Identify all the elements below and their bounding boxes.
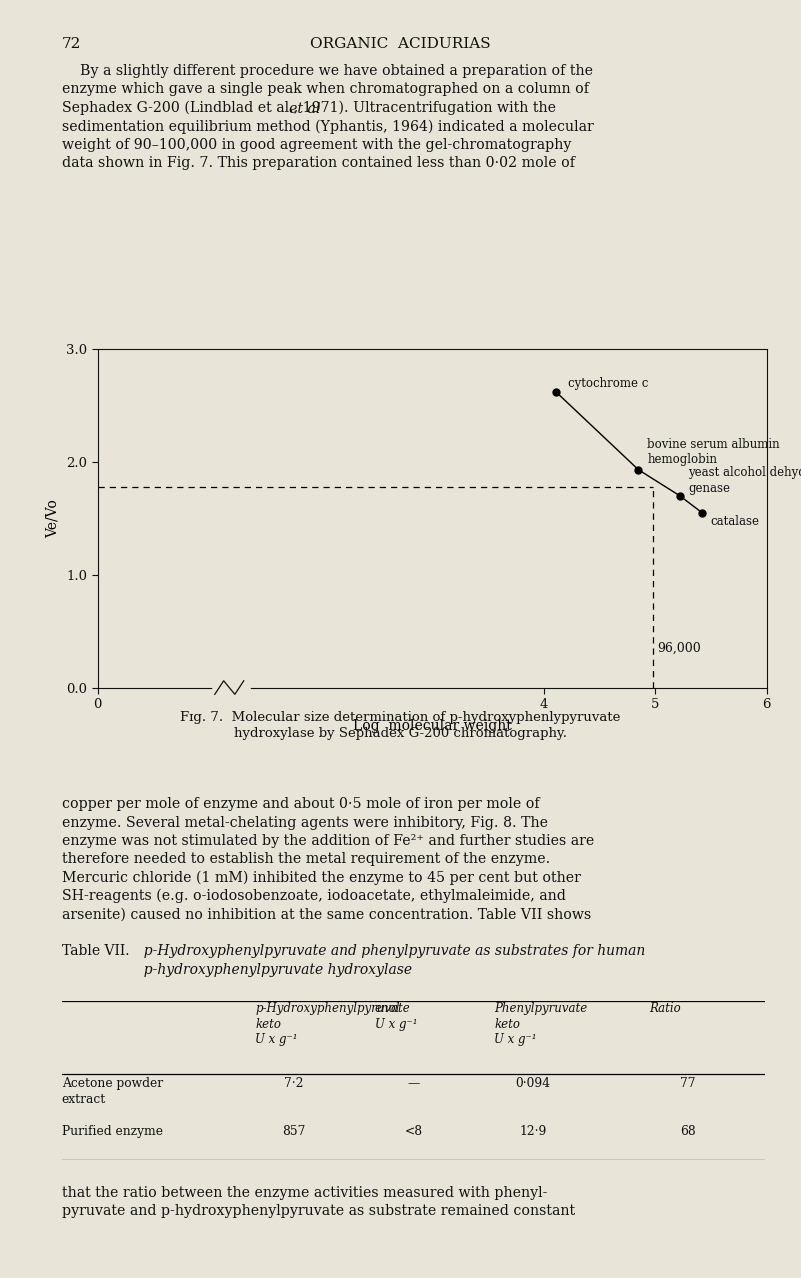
Text: bovine serum albumin
hemoglobin: bovine serum albumin hemoglobin bbox=[647, 438, 780, 466]
Text: <8: <8 bbox=[405, 1125, 422, 1139]
Text: 12·9: 12·9 bbox=[519, 1125, 546, 1139]
Text: p-Hydroxyphenylpyruvate and phenylpyruvate as substrates for human
  p-hydroxyph: p-Hydroxyphenylpyruvate and phenylpyruva… bbox=[135, 944, 646, 976]
Text: ORGANIC  ACIDURIAS: ORGANIC ACIDURIAS bbox=[310, 37, 491, 51]
Text: —: — bbox=[407, 1077, 420, 1090]
Text: 7·2: 7·2 bbox=[284, 1077, 304, 1090]
Text: 77: 77 bbox=[680, 1077, 695, 1090]
Text: Acetone powder
extract: Acetone powder extract bbox=[62, 1077, 163, 1107]
X-axis label: Log  molecular weight: Log molecular weight bbox=[352, 720, 512, 734]
Text: 68: 68 bbox=[680, 1125, 695, 1139]
Text: By a slightly different procedure we have obtained a preparation of the
enzyme w: By a slightly different procedure we hav… bbox=[62, 64, 594, 170]
Text: catalase: catalase bbox=[710, 515, 760, 528]
Text: yeast alcohol dehydro-
genase: yeast alcohol dehydro- genase bbox=[689, 466, 801, 495]
Text: cytochrome c: cytochrome c bbox=[568, 377, 649, 390]
Text: Phenylpyruvate
keto
U x g⁻¹: Phenylpyruvate keto U x g⁻¹ bbox=[494, 1002, 587, 1047]
Text: Table VII.: Table VII. bbox=[62, 944, 129, 958]
Text: 72: 72 bbox=[62, 37, 81, 51]
Y-axis label: Ve/Vo: Ve/Vo bbox=[45, 498, 59, 538]
Text: copper per mole of enzyme and about 0·5 mole of iron per mole of
enzyme. Several: copper per mole of enzyme and about 0·5 … bbox=[62, 797, 594, 921]
Text: p-Hydroxyphenylpyruvate
keto
U x g⁻¹: p-Hydroxyphenylpyruvate keto U x g⁻¹ bbox=[255, 1002, 410, 1047]
Text: Ratio: Ratio bbox=[649, 1002, 681, 1015]
Text: Fɪg. 7.  Molecular size determination of p-hydroxyphenlypyruvate
hydroxylase by : Fɪg. 7. Molecular size determination of … bbox=[180, 711, 621, 740]
Text: et al: et al bbox=[289, 102, 320, 116]
Text: enol
U x g⁻¹: enol U x g⁻¹ bbox=[375, 1002, 417, 1031]
Text: 96,000: 96,000 bbox=[658, 642, 701, 654]
Text: Purified enzyme: Purified enzyme bbox=[62, 1125, 163, 1139]
Text: 0·094: 0·094 bbox=[515, 1077, 550, 1090]
Text: 857: 857 bbox=[282, 1125, 305, 1139]
Text: that the ratio between the enzyme activities measured with phenyl-
pyruvate and : that the ratio between the enzyme activi… bbox=[62, 1186, 575, 1218]
